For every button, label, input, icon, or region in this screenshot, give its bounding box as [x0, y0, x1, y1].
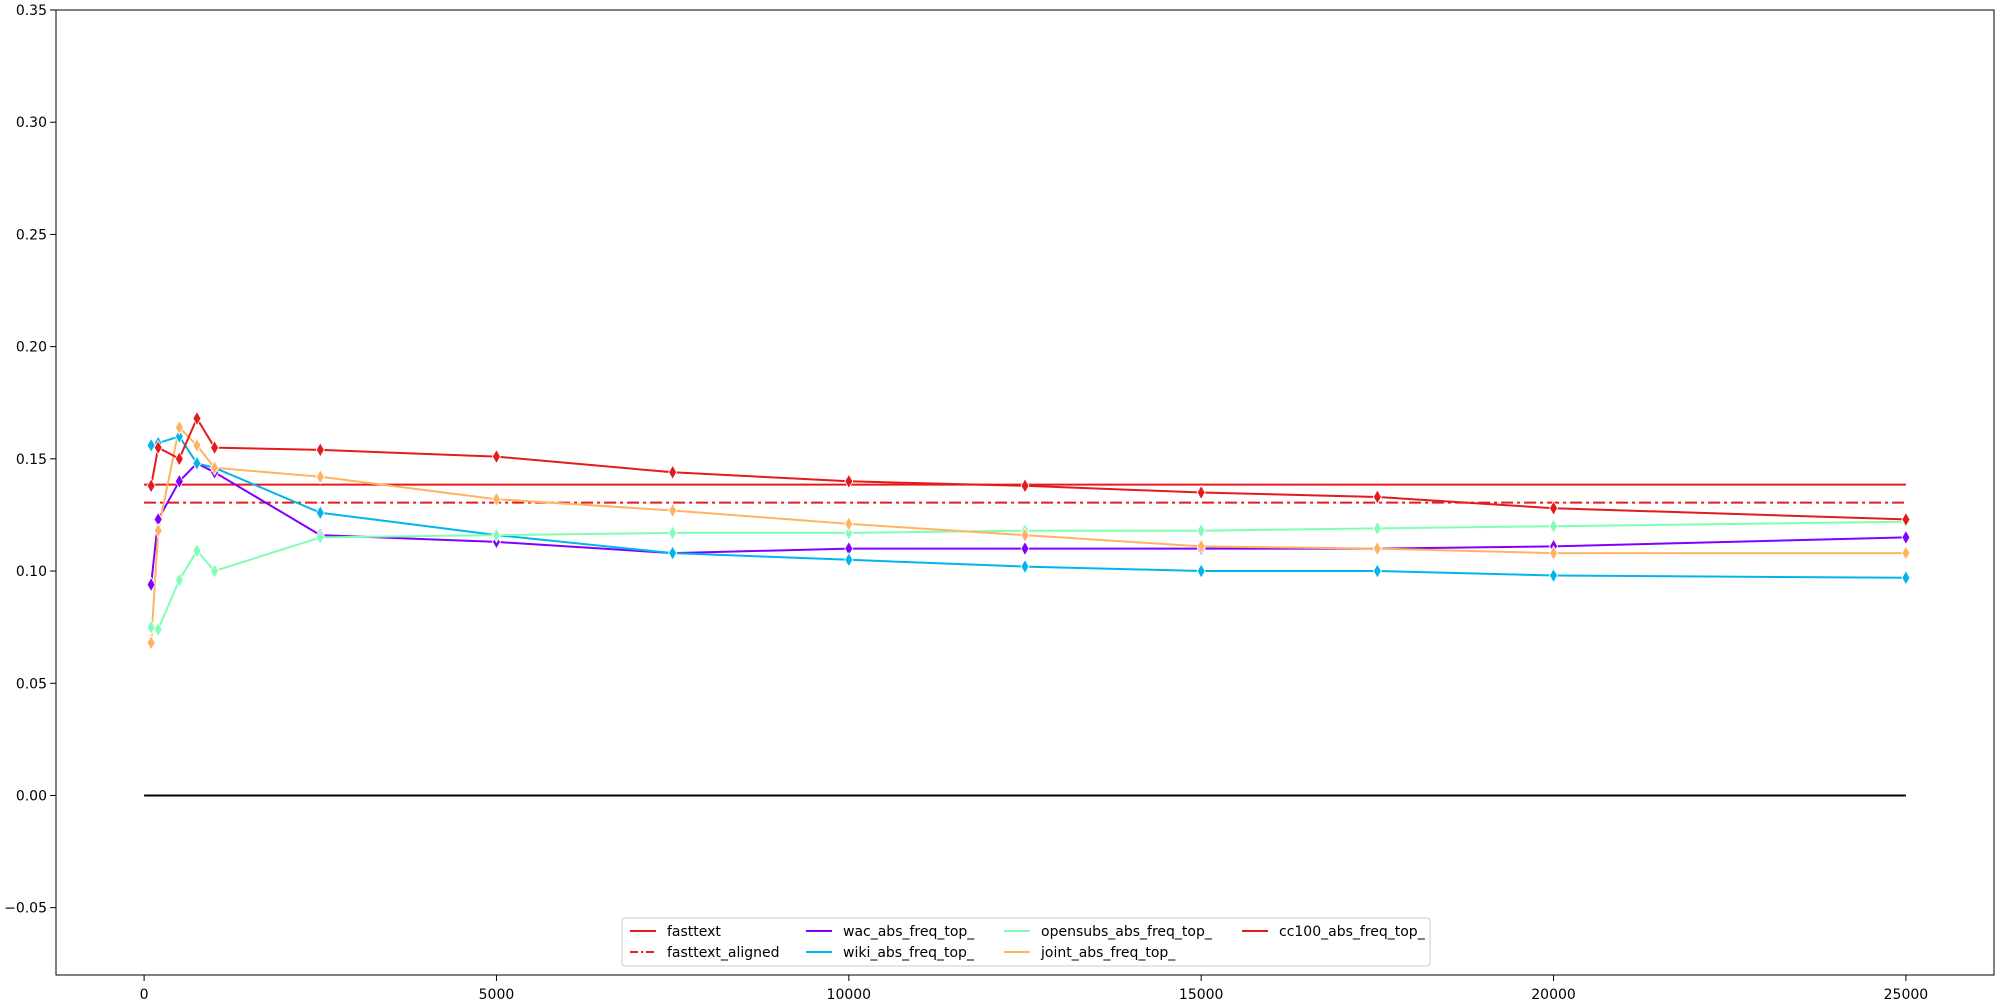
series-lines — [150, 417, 1906, 643]
data-point-opensubs_abs_freq_top_ — [491, 527, 501, 543]
data-point-joint_abs_freq_top_ — [315, 468, 325, 485]
x-tick-label: 15000 — [1179, 987, 1224, 1000]
data-point-wac_abs_freq_top_ — [1020, 540, 1030, 557]
data-point-opensubs_abs_freq_top_ — [153, 621, 163, 638]
y-tick-label: 0.25 — [16, 227, 47, 243]
data-point-joint_abs_freq_top_ — [174, 419, 184, 436]
data-point-joint_abs_freq_top_ — [1372, 540, 1382, 557]
y-tick-label: 0.05 — [16, 676, 47, 692]
legend-label-cc100_abs_freq_top_: cc100_abs_freq_top_ — [1279, 924, 1426, 940]
data-point-opensubs_abs_freq_top_ — [844, 525, 854, 541]
data-point-cc100_abs_freq_top_ — [1901, 511, 1911, 528]
data-point-joint_abs_freq_top_ — [1549, 545, 1559, 561]
legend-label-joint_abs_freq_top_: joint_abs_freq_top_ — [1040, 945, 1176, 961]
series-line-joint_abs_freq_top_ — [150, 426, 1906, 643]
data-point-joint_abs_freq_top_ — [1196, 538, 1206, 555]
data-point-joint_abs_freq_top_ — [668, 502, 678, 519]
data-point-joint_abs_freq_top_ — [1020, 527, 1030, 543]
data-point-cc100_abs_freq_top_ — [1020, 477, 1030, 494]
series-markers — [146, 410, 1911, 651]
data-point-opensubs_abs_freq_top_ — [174, 572, 184, 588]
data-point-cc100_abs_freq_top_ — [491, 448, 501, 465]
data-point-opensubs_abs_freq_top_ — [146, 619, 156, 635]
data-point-wiki_abs_freq_top_ — [668, 545, 678, 561]
x-tick-label: 5000 — [479, 987, 515, 1000]
data-point-opensubs_abs_freq_top_ — [315, 529, 325, 546]
data-point-cc100_abs_freq_top_ — [1196, 484, 1206, 501]
data-point-opensubs_abs_freq_top_ — [668, 525, 678, 541]
data-point-cc100_abs_freq_top_ — [174, 451, 184, 467]
legend-label-fasttext_aligned: fasttext_aligned — [667, 945, 780, 961]
data-point-joint_abs_freq_top_ — [491, 491, 501, 508]
x-tick-label: 25000 — [1884, 987, 1929, 1000]
data-point-wiki_abs_freq_top_ — [1901, 569, 1911, 586]
data-point-wiki_abs_freq_top_ — [1196, 563, 1206, 579]
data-point-joint_abs_freq_top_ — [1901, 545, 1911, 561]
y-tick-label: 0.30 — [16, 115, 47, 131]
data-point-cc100_abs_freq_top_ — [1549, 500, 1559, 517]
data-point-wiki_abs_freq_top_ — [844, 552, 854, 568]
data-point-joint_abs_freq_top_ — [844, 516, 854, 532]
data-point-opensubs_abs_freq_top_ — [210, 563, 220, 579]
y-tick-label: 0.10 — [16, 564, 47, 580]
data-point-cc100_abs_freq_top_ — [146, 477, 156, 494]
legend-label-opensubs_abs_freq_top_: opensubs_abs_freq_top_ — [1041, 924, 1213, 940]
data-point-wiki_abs_freq_top_ — [174, 428, 184, 445]
data-point-opensubs_abs_freq_top_ — [1549, 518, 1559, 534]
x-tick-label: 10000 — [827, 987, 872, 1000]
x-axis: 0 5000 10000 15000 20000 25000 — [140, 975, 1929, 1000]
legend-label-wiki_abs_freq_top_: wiki_abs_freq_top_ — [843, 945, 975, 961]
legend: fasttext fasttext_aligned wac_abs_freq_top… — [621, 917, 1431, 967]
data-point-cc100_abs_freq_top_ — [210, 439, 220, 456]
data-point-wac_abs_freq_top_ — [1901, 529, 1911, 546]
data-point-joint_abs_freq_top_ — [192, 437, 202, 454]
data-point-cc100_abs_freq_top_ — [844, 473, 854, 490]
data-point-cc100_abs_freq_top_ — [668, 464, 678, 481]
y-axis: −0.05 0.00 0.05 0.10 0.15 0.20 0.25 0.30 0.35 — [4, 3, 56, 917]
x-tick-label: 0 — [140, 987, 149, 1000]
data-point-cc100_abs_freq_top_ — [192, 410, 202, 427]
x-tick-label: 20000 — [1531, 987, 1576, 1000]
data-point-cc100_abs_freq_top_ — [153, 439, 163, 456]
legend-label-wac_abs_freq_top_: wac_abs_freq_top_ — [843, 924, 975, 940]
data-point-wiki_abs_freq_top_ — [1372, 563, 1382, 579]
data-point-joint_abs_freq_top_ — [210, 460, 220, 476]
legend-label-fasttext: fasttext — [667, 924, 721, 940]
data-point-wiki_abs_freq_top_ — [315, 504, 325, 521]
y-tick-label: −0.05 — [4, 901, 47, 917]
data-point-wiki_abs_freq_top_ — [192, 455, 202, 472]
y-tick-label: 0.20 — [16, 340, 47, 356]
data-point-wac_abs_freq_top_ — [146, 576, 156, 593]
y-tick-label: 0.15 — [16, 452, 47, 468]
data-point-wac_abs_freq_top_ — [174, 473, 184, 490]
data-point-opensubs_abs_freq_top_ — [1372, 520, 1382, 537]
series-line-wiki_abs_freq_top_ — [150, 435, 1906, 579]
data-point-opensubs_abs_freq_top_ — [1196, 522, 1206, 539]
y-tick-label: 0.35 — [16, 3, 47, 19]
series-line-opensubs_abs_freq_top_ — [150, 520, 1906, 631]
data-point-cc100_abs_freq_top_ — [1372, 489, 1382, 505]
data-point-cc100_abs_freq_top_ — [315, 442, 325, 458]
data-point-wiki_abs_freq_top_ — [1549, 567, 1559, 584]
y-tick-label: 0.00 — [16, 788, 47, 804]
data-point-joint_abs_freq_top_ — [146, 635, 156, 651]
series-line-cc100_abs_freq_top_ — [150, 417, 1906, 521]
data-point-joint_abs_freq_top_ — [153, 522, 163, 539]
data-point-opensubs_abs_freq_top_ — [192, 543, 202, 559]
data-point-wiki_abs_freq_top_ — [1020, 558, 1030, 575]
